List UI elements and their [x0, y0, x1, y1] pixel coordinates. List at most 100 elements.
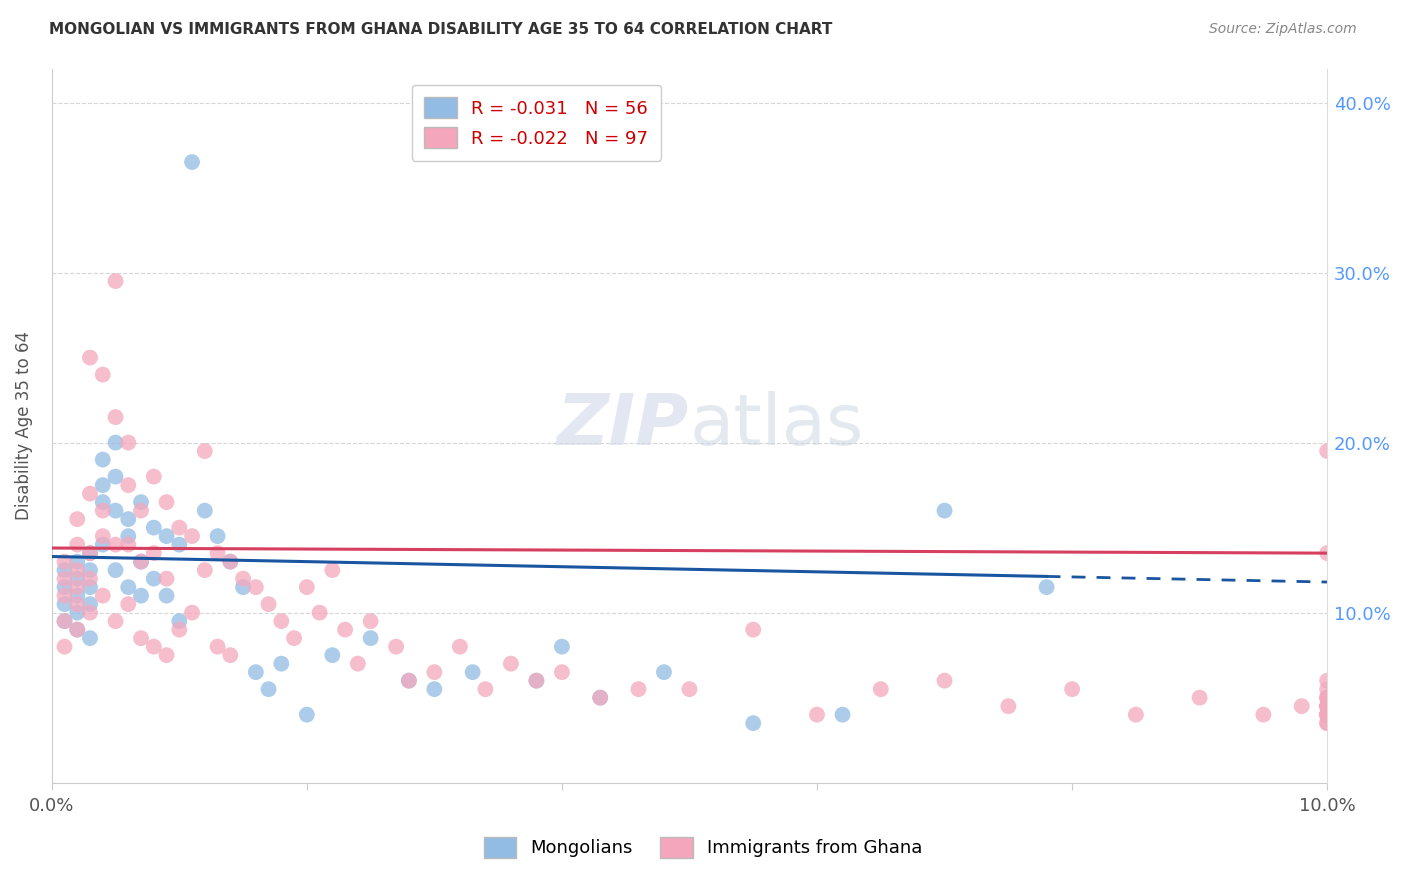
- Point: [129, 555, 152, 569]
- Point: [270, 657, 292, 671]
- Point: [295, 707, 318, 722]
- Point: [155, 529, 177, 543]
- Point: [66, 597, 89, 611]
- Point: [129, 555, 152, 569]
- Point: [104, 274, 127, 288]
- Point: [91, 452, 114, 467]
- Point: [245, 580, 267, 594]
- Point: [207, 546, 229, 560]
- Point: [321, 563, 343, 577]
- Point: [742, 716, 765, 731]
- Point: [934, 673, 956, 688]
- Point: [1316, 699, 1339, 714]
- Point: [53, 597, 76, 611]
- Point: [79, 486, 101, 500]
- Point: [79, 606, 101, 620]
- Point: [194, 444, 217, 458]
- Point: [461, 665, 484, 680]
- Point: [360, 614, 382, 628]
- Text: ZIP: ZIP: [557, 391, 689, 460]
- Point: [91, 478, 114, 492]
- Point: [169, 538, 191, 552]
- Point: [66, 606, 89, 620]
- Point: [66, 623, 89, 637]
- Point: [66, 589, 89, 603]
- Point: [169, 614, 191, 628]
- Point: [232, 580, 254, 594]
- Point: [79, 631, 101, 645]
- Point: [1316, 444, 1339, 458]
- Point: [652, 665, 675, 680]
- Point: [79, 572, 101, 586]
- Point: [91, 529, 114, 543]
- Point: [321, 648, 343, 662]
- Point: [53, 580, 76, 594]
- Point: [333, 623, 356, 637]
- Point: [194, 563, 217, 577]
- Point: [207, 640, 229, 654]
- Point: [385, 640, 408, 654]
- Point: [194, 503, 217, 517]
- Point: [551, 665, 574, 680]
- Point: [934, 503, 956, 517]
- Point: [79, 580, 101, 594]
- Point: [1035, 580, 1057, 594]
- Point: [270, 614, 292, 628]
- Point: [589, 690, 612, 705]
- Point: [53, 614, 76, 628]
- Point: [53, 563, 76, 577]
- Point: [117, 478, 139, 492]
- Point: [117, 538, 139, 552]
- Point: [1125, 707, 1147, 722]
- Legend: Mongolians, Immigrants from Ghana: Mongolians, Immigrants from Ghana: [477, 830, 929, 865]
- Point: [526, 673, 548, 688]
- Point: [398, 673, 420, 688]
- Point: [169, 520, 191, 534]
- Point: [129, 589, 152, 603]
- Point: [142, 546, 165, 560]
- Point: [181, 606, 204, 620]
- Point: [181, 529, 204, 543]
- Point: [1316, 690, 1339, 705]
- Point: [53, 555, 76, 569]
- Point: [91, 589, 114, 603]
- Point: [91, 503, 114, 517]
- Point: [155, 589, 177, 603]
- Point: [53, 589, 76, 603]
- Point: [1316, 682, 1339, 697]
- Point: [66, 555, 89, 569]
- Point: [129, 495, 152, 509]
- Point: [142, 640, 165, 654]
- Point: [104, 503, 127, 517]
- Point: [1316, 716, 1339, 731]
- Point: [104, 614, 127, 628]
- Text: Source: ZipAtlas.com: Source: ZipAtlas.com: [1209, 22, 1357, 37]
- Point: [219, 555, 242, 569]
- Point: [423, 682, 446, 697]
- Point: [806, 707, 828, 722]
- Point: [678, 682, 700, 697]
- Point: [308, 606, 330, 620]
- Point: [257, 597, 280, 611]
- Point: [91, 368, 114, 382]
- Y-axis label: Disability Age 35 to 64: Disability Age 35 to 64: [15, 331, 32, 520]
- Point: [1316, 673, 1339, 688]
- Point: [1316, 707, 1339, 722]
- Point: [1253, 707, 1275, 722]
- Point: [1316, 707, 1339, 722]
- Point: [155, 495, 177, 509]
- Point: [53, 640, 76, 654]
- Point: [295, 580, 318, 594]
- Point: [474, 682, 496, 697]
- Point: [589, 690, 612, 705]
- Point: [1316, 716, 1339, 731]
- Point: [129, 503, 152, 517]
- Point: [117, 597, 139, 611]
- Point: [66, 572, 89, 586]
- Point: [831, 707, 853, 722]
- Point: [1316, 546, 1339, 560]
- Point: [91, 538, 114, 552]
- Point: [207, 529, 229, 543]
- Point: [66, 538, 89, 552]
- Point: [499, 657, 522, 671]
